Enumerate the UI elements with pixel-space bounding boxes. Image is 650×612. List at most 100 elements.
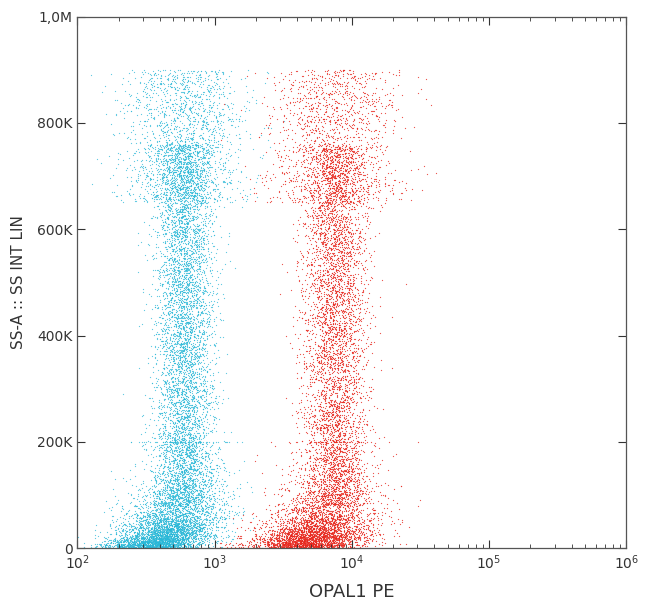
- Point: [284, 534, 294, 543]
- Point: [190, 384, 201, 394]
- Point: [165, 468, 176, 477]
- Point: [172, 473, 182, 483]
- Point: [338, 305, 348, 315]
- Point: [341, 438, 351, 448]
- Point: [331, 528, 341, 537]
- Point: [278, 534, 288, 544]
- Point: [338, 272, 348, 282]
- Point: [359, 188, 369, 198]
- Point: [310, 536, 320, 546]
- Point: [191, 369, 202, 379]
- Point: [174, 268, 184, 278]
- Point: [136, 513, 146, 523]
- Point: [202, 170, 212, 180]
- Point: [146, 193, 157, 203]
- Point: [126, 537, 136, 547]
- Point: [340, 175, 350, 185]
- Point: [193, 154, 203, 164]
- Point: [333, 184, 343, 194]
- Point: [209, 252, 219, 262]
- Point: [180, 449, 190, 459]
- Point: [170, 506, 181, 516]
- Point: [352, 107, 362, 117]
- Point: [288, 541, 298, 551]
- Point: [360, 528, 370, 537]
- Point: [111, 537, 121, 547]
- Point: [185, 447, 196, 457]
- Point: [343, 403, 353, 413]
- Point: [335, 477, 345, 487]
- Point: [328, 311, 338, 321]
- Point: [184, 211, 194, 221]
- Point: [187, 262, 198, 272]
- Point: [342, 171, 352, 181]
- Point: [166, 338, 177, 348]
- Point: [190, 420, 200, 430]
- Point: [303, 526, 313, 536]
- Point: [338, 447, 348, 457]
- Point: [298, 111, 309, 121]
- Point: [150, 536, 161, 545]
- Point: [318, 92, 329, 102]
- Point: [194, 521, 204, 531]
- Point: [307, 195, 318, 204]
- Point: [334, 234, 345, 244]
- Point: [173, 491, 183, 501]
- Point: [321, 258, 332, 267]
- Point: [172, 389, 182, 398]
- Point: [280, 539, 291, 548]
- Point: [328, 455, 339, 465]
- Point: [205, 468, 216, 477]
- Point: [306, 442, 317, 452]
- Point: [159, 526, 170, 536]
- Point: [290, 502, 300, 512]
- Point: [185, 103, 196, 113]
- Point: [188, 204, 198, 214]
- Point: [321, 499, 332, 509]
- Point: [332, 456, 343, 466]
- Point: [354, 152, 365, 162]
- Point: [177, 471, 188, 480]
- Point: [334, 157, 345, 167]
- Point: [182, 269, 192, 278]
- Point: [165, 431, 176, 441]
- Point: [202, 84, 213, 94]
- Point: [174, 297, 184, 307]
- Point: [327, 341, 337, 351]
- Point: [196, 523, 207, 532]
- Point: [330, 496, 340, 506]
- Point: [179, 214, 190, 224]
- Point: [339, 520, 349, 530]
- Point: [133, 529, 143, 539]
- Point: [321, 239, 332, 249]
- Point: [323, 434, 333, 444]
- Point: [130, 527, 140, 537]
- Point: [118, 540, 128, 550]
- Point: [313, 532, 324, 542]
- Point: [142, 542, 152, 551]
- Point: [167, 308, 177, 318]
- Point: [161, 378, 171, 388]
- Point: [182, 168, 192, 177]
- Point: [335, 469, 346, 479]
- Point: [315, 99, 325, 108]
- Point: [339, 234, 350, 244]
- Point: [179, 251, 190, 261]
- Point: [198, 244, 208, 254]
- Point: [127, 510, 137, 520]
- Point: [188, 504, 199, 513]
- Point: [337, 158, 347, 168]
- Point: [322, 543, 333, 553]
- Point: [179, 411, 189, 421]
- Point: [307, 514, 317, 524]
- Point: [306, 362, 317, 371]
- Point: [176, 520, 186, 530]
- Point: [370, 192, 381, 202]
- Point: [356, 394, 367, 403]
- Point: [220, 437, 231, 447]
- Point: [354, 311, 364, 321]
- Point: [324, 116, 335, 126]
- Point: [315, 118, 326, 127]
- Point: [185, 168, 196, 177]
- Point: [179, 532, 190, 542]
